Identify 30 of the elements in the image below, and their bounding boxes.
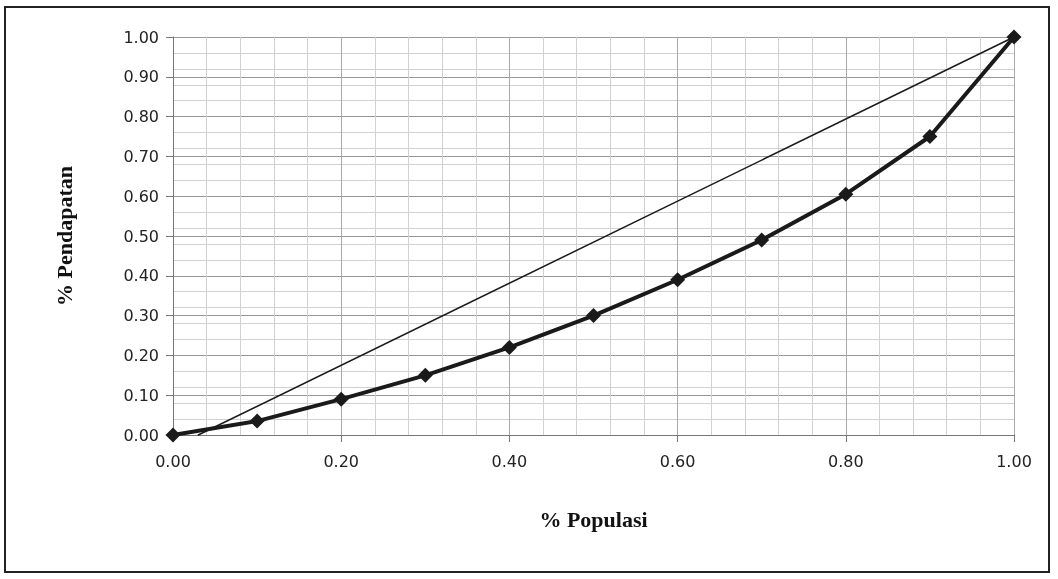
- y-tick-label: 0.40: [123, 266, 159, 286]
- point: [249, 413, 265, 429]
- y-axis-title: % Pendapatan: [51, 166, 77, 306]
- x-axis-title: % Populasi: [539, 506, 648, 532]
- x-tick-label: 1.00: [996, 451, 1032, 471]
- x-tick-label: 0.20: [323, 451, 360, 471]
- point: [333, 391, 349, 407]
- y-tick-label: 0.10: [123, 385, 159, 405]
- x-tick-label: 0.40: [491, 451, 528, 471]
- x-tick-label: 0.80: [827, 451, 864, 471]
- y-tick-label: 1.00: [123, 27, 159, 47]
- y-tick-label: 0.80: [123, 107, 159, 127]
- y-tick-label: 0.20: [123, 345, 159, 365]
- point: [501, 339, 517, 355]
- y-tick-label: 0.90: [123, 67, 159, 87]
- point: [838, 186, 854, 202]
- point: [922, 129, 938, 144]
- x-tick-label: 0.60: [659, 451, 696, 471]
- point: [417, 367, 433, 383]
- x-tick-label: 0.00: [155, 451, 191, 471]
- y-tick-label: 0.70: [123, 146, 159, 166]
- y-tick-label: 0.60: [123, 186, 159, 206]
- y-tick-label: 0.50: [123, 226, 159, 246]
- y-tick-label: 0.30: [123, 306, 159, 326]
- point: [586, 308, 601, 324]
- y-tick-label: 0.00: [123, 425, 159, 445]
- point: [1006, 29, 1022, 45]
- point: [165, 427, 181, 443]
- point: [754, 232, 770, 248]
- point: [670, 272, 686, 288]
